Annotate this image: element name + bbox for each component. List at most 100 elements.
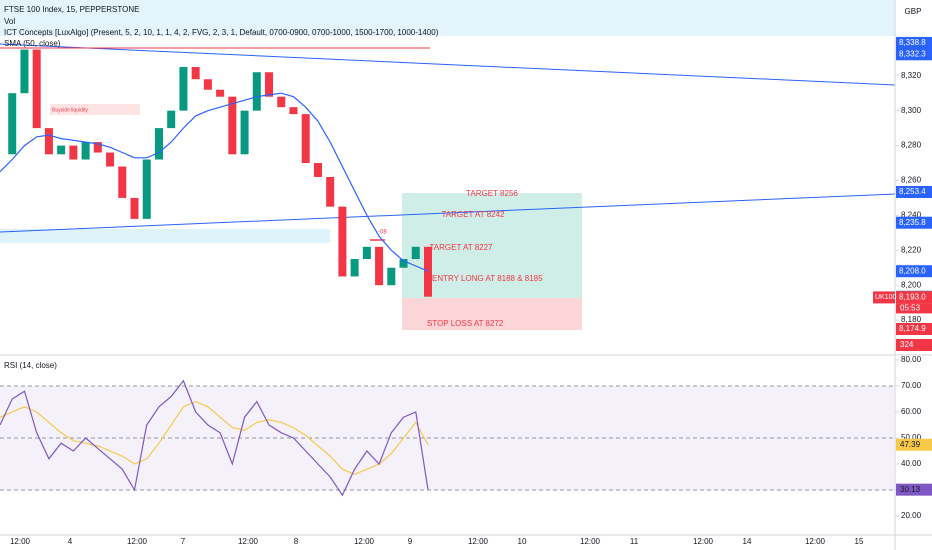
candle (411, 246, 420, 260)
y-tick-label: 8,240 (901, 210, 922, 219)
candle (375, 246, 384, 286)
indicator: SMA (50, close) (4, 39, 61, 48)
price-label: 8,253.4 (899, 187, 926, 196)
candle (191, 67, 200, 80)
y-tick-label: 8,180 (901, 315, 922, 324)
price-label: 8,338.8 (899, 38, 926, 47)
candle (387, 267, 396, 286)
candle (106, 152, 115, 167)
candle (8, 93, 17, 155)
x-tick-label: 12:00 (580, 537, 601, 546)
candle (350, 259, 359, 277)
annotation: ENTRY LONG AT 8188 & 8185 (432, 274, 543, 283)
price-badge (896, 216, 932, 229)
ict-zone (0, 0, 895, 36)
currency: GBP (905, 7, 922, 16)
candle (216, 89, 225, 97)
price-badge (896, 185, 932, 198)
candle (118, 166, 127, 198)
rsi-title: RSI (14, close) (4, 361, 57, 370)
x-tick-label: 12:00 (693, 537, 714, 546)
x-tick-label: 12:00 (10, 537, 31, 546)
candle (130, 197, 139, 219)
annotation: STOP LOSS AT 8272 (427, 319, 504, 328)
y-tick-label: 8,300 (901, 106, 922, 115)
x-tick-label: 9 (408, 537, 413, 546)
plot (0, 49, 895, 497)
x-tick-label: 4 (68, 537, 73, 546)
candle (203, 79, 212, 90)
candle (81, 142, 90, 160)
candle (167, 110, 176, 129)
annotation: TARGET AT 8242 (442, 210, 506, 219)
x-tick-label: 14 (743, 537, 752, 546)
y-tick-label: 40.00 (901, 459, 922, 468)
price-label: 8,332.3 (899, 49, 926, 58)
y-tick-label: 8,220 (901, 245, 922, 254)
price-label: 8,174.9 (899, 324, 926, 333)
line (0, 92, 429, 272)
price-label: 8,193.0 (899, 293, 926, 302)
y-tick-label: 70.00 (901, 381, 922, 390)
price-label: 8,235.8 (899, 218, 926, 227)
value-badge (896, 438, 932, 451)
y-tick-label: 8,260 (901, 176, 922, 185)
value-badge (896, 483, 932, 496)
candle (301, 114, 310, 164)
candle (326, 176, 335, 207)
y-tick-label: 8,320 (901, 71, 922, 80)
countdown: 05:53 (900, 304, 921, 313)
candle (32, 49, 41, 129)
y-tick-label: 80.00 (901, 355, 922, 364)
x-tick-label: 12:00 (127, 537, 148, 546)
indicator: ICT Concepts [LuxAlgo] (Present, 5, 2, 1… (4, 28, 439, 37)
stop-box (402, 298, 582, 330)
x-tick-label: 11 (630, 537, 639, 546)
candle (69, 145, 78, 160)
annotation: TARGET AT 8227 (430, 243, 494, 252)
candle (240, 110, 249, 155)
candle (399, 259, 408, 268)
annotation: Buyside liquidity (52, 107, 88, 113)
annotation: TARGET 8256 (466, 189, 518, 198)
candle (424, 246, 432, 297)
candle (362, 246, 371, 260)
candle (57, 145, 66, 155)
candle (44, 128, 53, 155)
line (0, 379, 429, 497)
countdown-badge (896, 303, 932, 314)
y-tick-label: 60.00 (901, 407, 922, 416)
x-tick-label: 8 (294, 537, 299, 546)
x-tick-label: 12:00 (805, 537, 826, 546)
line (0, 400, 429, 476)
annotation: -08 (378, 230, 387, 236)
candle (93, 142, 102, 153)
buyside-zone (50, 104, 140, 115)
value-label: 47.39 (900, 440, 921, 449)
liquidity-zone (0, 229, 330, 243)
trendline (0, 193, 896, 233)
value-label: 30.13 (900, 485, 921, 494)
x-tick-label: 15 (855, 537, 864, 546)
y-tick-label: 8,200 (901, 280, 922, 289)
candle (252, 72, 261, 111)
volume-label: 324 (900, 340, 914, 349)
candle (154, 128, 163, 160)
candle (142, 159, 151, 219)
candle (338, 206, 347, 277)
candle (289, 107, 298, 115)
indicator: Vol (4, 17, 15, 26)
price-badge (896, 36, 932, 49)
y-tick-label: 50.00 (901, 433, 922, 442)
x-tick-label: 12:00 (354, 537, 375, 546)
y-tick-label: 8,280 (901, 141, 922, 150)
x-tick-label: 10 (518, 537, 527, 546)
x-tick-label: 12:00 (238, 537, 259, 546)
symbol-badge (873, 291, 895, 304)
candle (179, 67, 188, 111)
candle (265, 72, 274, 97)
price-label: 8,208.0 (899, 266, 926, 275)
price-badge (896, 265, 932, 278)
price-badge (896, 48, 932, 61)
